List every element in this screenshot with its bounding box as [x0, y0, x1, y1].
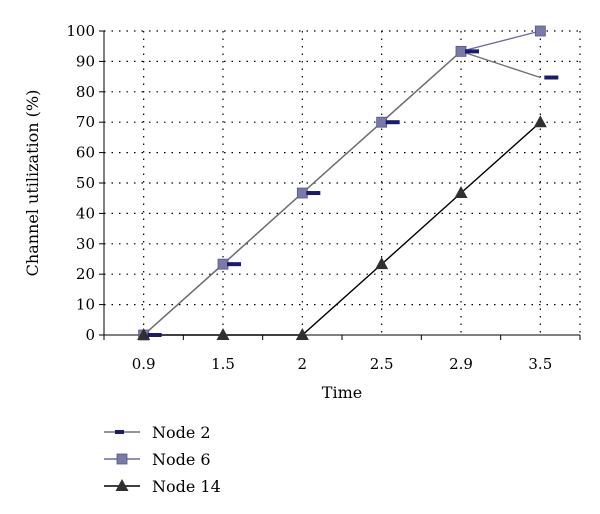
series-line-node-6: [143, 30, 541, 336]
point-node-2-3: [385, 120, 400, 125]
y-tick-label-1: 10: [76, 296, 95, 314]
legend-label-node-6: Node 6: [152, 450, 211, 469]
y-tick-label-0: 0: [85, 326, 95, 344]
point-node-2-4: [465, 49, 479, 54]
point-node-6-2: [296, 187, 308, 199]
legend: Node 2 Node 6 Node 14: [104, 423, 221, 496]
legend-marker-node-14: [115, 479, 129, 491]
point-node-14-3: [375, 257, 389, 270]
point-node-2-5: [544, 75, 559, 80]
x-tick-label-0: 0.9: [132, 355, 156, 373]
point-node-14-2: [295, 328, 309, 340]
y-tick-label-4: 40: [76, 204, 95, 222]
point-node-14-4: [454, 186, 468, 199]
y-tick-label-6: 60: [76, 144, 95, 162]
x-tick-labels: 0.9 1.5 2 2.5 2.9 3.5: [132, 355, 553, 373]
legend-marker-node-6: [116, 453, 128, 465]
point-node-6-3: [376, 116, 388, 128]
point-node-2-1: [227, 262, 241, 267]
x-tick-label-3: 2.5: [370, 355, 394, 373]
point-node-14-5: [533, 115, 547, 128]
series-line-node-2: [143, 50, 541, 336]
axes: [99, 30, 581, 340]
y-tick-label-8: 80: [76, 83, 95, 101]
x-tick-label-4: 2.9: [449, 355, 473, 373]
point-node-2-0: [147, 333, 162, 337]
grid-lines: [104, 30, 581, 335]
legend-label-node-2: Node 2: [152, 423, 211, 442]
legend-label-node-14: Node 14: [152, 477, 221, 496]
y-tick-labels: 0 10 20 30 40 50 60 70 80 90 100: [66, 22, 95, 344]
y-tick-label-5: 50: [76, 174, 95, 192]
y-tick-label-10: 100: [66, 22, 95, 40]
y-tick-label-2: 20: [76, 265, 95, 283]
y-tick-label-7: 70: [76, 113, 95, 131]
x-tick-label-5: 3.5: [528, 355, 552, 373]
point-node-6-4: [455, 45, 467, 57]
point-node-2-2: [306, 191, 321, 196]
point-node-6-5: [534, 25, 546, 37]
point-node-14-1: [216, 328, 230, 340]
y-axis-title: Channel utilization (%): [23, 90, 42, 277]
legend-marker-node-2: [115, 430, 124, 434]
point-node-6-1: [217, 258, 229, 270]
series-line-node-14: [143, 121, 541, 336]
x-tick-label-1: 1.5: [211, 355, 235, 373]
x-tick-label-2: 2: [298, 355, 308, 373]
series: [137, 25, 559, 341]
x-axis-title: Time: [322, 383, 362, 402]
y-tick-label-3: 30: [76, 235, 95, 253]
y-tick-label-9: 90: [76, 52, 95, 70]
point-node-14-0: [137, 328, 151, 340]
